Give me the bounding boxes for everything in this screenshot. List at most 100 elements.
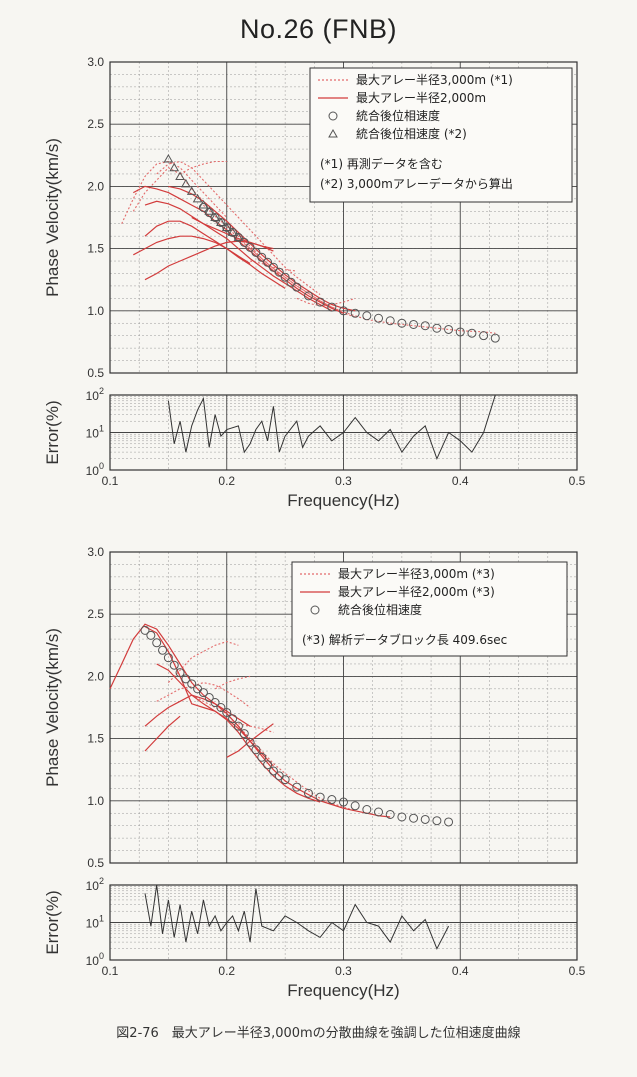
y-tick-label: 0.5 <box>87 366 104 380</box>
integrated-circle-marker <box>409 319 419 329</box>
integrated-triangle-marker <box>181 178 191 188</box>
integrated-circle-marker <box>432 816 442 826</box>
y-tick-label: 101 <box>86 914 104 931</box>
series-line-2000m <box>156 663 274 767</box>
y-tick-label: 2.5 <box>87 607 104 621</box>
integrated-circle-marker <box>233 232 243 242</box>
integrated-circle-marker <box>420 321 430 331</box>
integrated-circle-marker <box>280 272 290 282</box>
integrated-circle-marker <box>268 766 278 776</box>
y-tick-label: 1.0 <box>87 304 104 318</box>
x-tick-label: 0.3 <box>335 964 352 978</box>
legend-swatch-circle <box>310 605 320 615</box>
integrated-circle-marker <box>263 257 273 267</box>
integrated-circle-marker <box>303 291 313 301</box>
series-line-3000m <box>179 160 227 175</box>
y-tick-label: 1.5 <box>87 732 104 746</box>
integrated-circle-marker <box>216 703 226 712</box>
integrated-circle-marker <box>175 668 185 678</box>
integrated-circle-marker <box>455 327 465 337</box>
integrated-circle-marker <box>251 745 261 755</box>
error-series-line <box>167 394 496 461</box>
integrated-circle-marker <box>228 227 238 237</box>
integrated-circle-marker <box>239 729 249 739</box>
integrated-circle-marker <box>339 306 348 316</box>
y-tick-label: 2.0 <box>87 179 104 193</box>
legend-note: (*3) 解析データブロック長 409.6sec <box>302 632 507 647</box>
integrated-circle-marker <box>286 277 296 287</box>
page-title: No.26 (FNB) <box>239 14 398 44</box>
integrated-circle-marker <box>210 698 220 708</box>
integrated-triangle-marker <box>163 154 174 163</box>
integrated-circle-marker <box>198 203 208 213</box>
y-tick-label: 3.0 <box>87 55 104 69</box>
integrated-circle-marker <box>257 752 267 762</box>
series-line-3000m <box>156 160 321 296</box>
integrated-circle-marker <box>327 302 337 312</box>
y-tick-label: 100 <box>86 951 104 968</box>
integrated-circle-marker <box>420 814 430 824</box>
integrated-circle-marker <box>222 707 232 717</box>
y-tick-label: 102 <box>86 876 104 893</box>
integrated-circle-marker <box>397 318 407 328</box>
integrated-triangle-marker <box>204 206 215 215</box>
y-tick-label: 1.0 <box>87 794 104 808</box>
legend-label: 統合後位相速度 <box>338 602 422 617</box>
legend-label: 最大アレー半径2,000m <box>356 91 486 105</box>
legend-label: 統合後位相速度 (*2) <box>356 126 467 141</box>
integrated-circle-marker <box>140 625 150 635</box>
integrated-circle-marker <box>385 809 395 819</box>
integrated-triangle-marker <box>210 212 220 221</box>
y-tick-label: 3.0 <box>87 545 104 559</box>
plot-frame <box>109 884 578 961</box>
velocity-panel-top: 0.5 1.0 1.5 2.0 2.5 3.0 Phase Velocity(km/s) 最大… <box>43 55 578 380</box>
integrated-circle-marker <box>490 333 500 343</box>
plot-frame <box>109 61 578 374</box>
x-axis-label: Frequency(Hz) <box>287 981 399 1000</box>
legend: 最大アレー半径3,000m (*3) 最大アレー半径2,000m (*3) 統合後位… <box>291 561 568 657</box>
integrated-circle-marker <box>339 797 348 807</box>
x-tick-label: 0.5 <box>569 964 586 978</box>
integrated-circle-marker <box>397 812 407 822</box>
series-line-2000m <box>133 235 251 265</box>
integrated-circle-marker <box>158 645 168 655</box>
integrated-triangle-marker <box>198 200 209 209</box>
y-tick-label: 0.5 <box>87 856 104 870</box>
integrated-circle-marker <box>204 693 214 703</box>
plot-frame <box>109 394 578 471</box>
error-series-line <box>144 884 450 950</box>
integrated-triangle-marker <box>169 162 180 172</box>
series-line-3000m <box>156 682 251 708</box>
integrated-circle-marker <box>216 217 226 227</box>
x-tick-label: 0.4 <box>452 964 469 978</box>
integrated-circle-marker <box>239 237 249 247</box>
integrated-circle-marker <box>292 782 302 792</box>
integrated-triangle-marker <box>227 227 238 236</box>
y-axis-label: Error(%) <box>43 890 62 954</box>
integrated-circle-marker <box>146 630 156 640</box>
y-tick-label: 1.5 <box>87 242 104 256</box>
integrated-circle-marker <box>467 328 477 338</box>
integrated-circle-marker <box>444 817 454 827</box>
legend-swatch-triangle <box>328 128 338 138</box>
legend-label: 最大アレー半径2,000m (*3) <box>338 585 495 599</box>
figure-caption: 図2-76 最大アレー半径3,000mの分散曲線を強調した位相速度曲線 <box>116 1026 521 1041</box>
integrated-circle-marker <box>163 653 173 663</box>
legend-label: 最大アレー半径3,000m (*1) <box>356 73 513 87</box>
integrated-triangle-marker <box>216 217 226 226</box>
integrated-circle-marker <box>233 721 243 731</box>
integrated-circle-marker <box>409 813 419 823</box>
integrated-circle-marker <box>292 282 302 292</box>
integrated-circle-marker <box>362 805 372 815</box>
x-tick-label: 0.5 <box>569 474 586 488</box>
integrated-circle-marker <box>245 737 255 747</box>
y-axis-label: Phase Velocity(km/s) <box>43 138 62 297</box>
legend-box <box>309 67 573 203</box>
y-axis-label: Phase Velocity(km/s) <box>43 628 62 787</box>
integrated-triangle-marker <box>186 186 197 195</box>
legend: 最大アレー半径3,000m (*1) 最大アレー半径2,000m 統合後位相速度統合… <box>309 67 573 203</box>
integrated-circle-marker <box>385 316 395 326</box>
error-panel-bottom-error: 100 101 102 0.1 0.2 0.3 0.4 0.5 Error(%) Frequenc… <box>43 876 586 1000</box>
integrated-circle-marker <box>228 714 238 724</box>
